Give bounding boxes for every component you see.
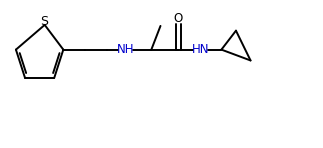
Text: O: O bbox=[174, 12, 183, 25]
Text: NH: NH bbox=[117, 43, 134, 56]
Text: HN: HN bbox=[192, 43, 209, 56]
Text: S: S bbox=[40, 15, 48, 28]
